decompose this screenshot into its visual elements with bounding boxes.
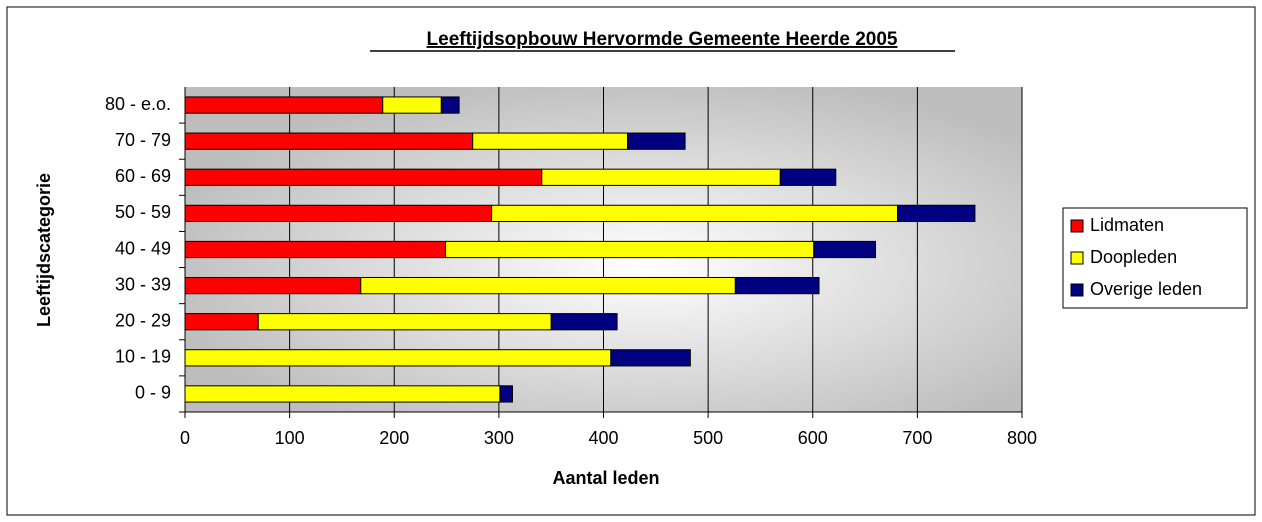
bar-segment (541, 168, 781, 186)
bar-segment (779, 168, 837, 186)
bar-segment (896, 204, 976, 223)
y-tick-label: 30 - 39 (115, 274, 171, 294)
bar-segment (627, 132, 686, 150)
legend-label: Lidmaten (1090, 215, 1164, 235)
legend-label: Doopleden (1090, 247, 1177, 267)
bar-segment (257, 313, 552, 331)
bar-segment (184, 96, 384, 114)
x-tick-label: 600 (798, 428, 828, 448)
legend-swatch (1070, 251, 1084, 265)
x-axis-title: Aantal leden (552, 468, 659, 488)
bar-segment (184, 313, 259, 331)
bar-segment (360, 276, 736, 295)
bar-segment (813, 240, 877, 259)
bar-segment (184, 240, 447, 259)
legend (1062, 207, 1248, 309)
bar-segment (382, 96, 442, 114)
legend-label: Overige leden (1090, 279, 1202, 299)
bar-segment (184, 276, 362, 295)
bar-segment (472, 132, 629, 150)
x-tick-label: 800 (1007, 428, 1037, 448)
y-tick-label: 40 - 49 (115, 238, 171, 258)
y-tick-label: 20 - 29 (115, 310, 171, 330)
chart-title: Leeftijdsopbouw Hervormde Gemeente Heerd… (427, 29, 898, 50)
bar-segment (440, 96, 460, 114)
y-tick-label: 50 - 59 (115, 202, 171, 222)
y-tick-label: 10 - 19 (115, 347, 171, 367)
x-tick-label: 700 (902, 428, 932, 448)
bar-segment (550, 313, 618, 331)
legend-swatch (1070, 219, 1084, 233)
bar-segment (184, 385, 501, 403)
x-tick-label: 100 (275, 428, 305, 448)
x-tick-label: 400 (588, 428, 618, 448)
bar-segment (499, 385, 513, 403)
bar-segment (184, 349, 612, 367)
y-tick-label: 80 - e.o. (105, 94, 171, 114)
y-tick-label: 60 - 69 (115, 166, 171, 186)
x-tick-label: 300 (484, 428, 514, 448)
legend-swatch (1070, 283, 1084, 297)
x-tick-label: 500 (693, 428, 723, 448)
y-tick-label: 70 - 79 (115, 130, 171, 150)
bar-segment (184, 204, 493, 223)
bar-segment (184, 132, 474, 150)
bar-segment (445, 240, 815, 259)
bar-segment (734, 276, 820, 295)
bar-segment (491, 204, 898, 223)
x-tick-label: 0 (180, 428, 190, 448)
x-tick-label: 200 (379, 428, 409, 448)
bar-segment (184, 168, 543, 186)
y-tick-label: 0 - 9 (135, 383, 171, 403)
bar-segment (610, 349, 691, 367)
y-axis-title: Leeftijdscategorie (34, 173, 54, 327)
